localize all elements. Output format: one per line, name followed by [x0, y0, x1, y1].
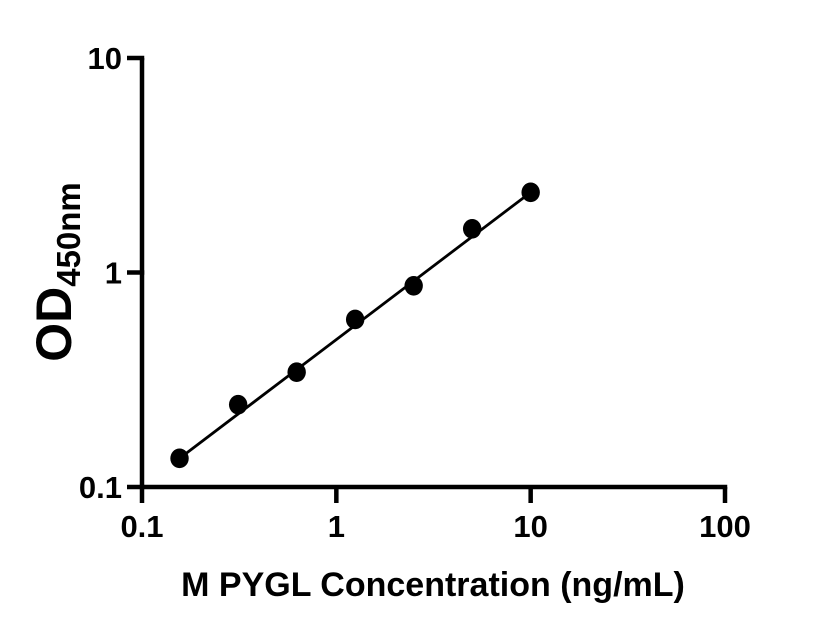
y-axis-title-main: OD: [26, 287, 82, 362]
data-point: [404, 275, 423, 296]
x-tick-label: 100: [699, 509, 751, 544]
plot-layer: 0.1 1 10 100 0.1 1 10: [79, 41, 751, 544]
x-tick-label: 10: [513, 509, 547, 544]
data-point: [170, 448, 189, 469]
x-tick-label: 1: [328, 509, 345, 544]
data-point: [521, 182, 540, 203]
y-axis-title-subscript: 450nm: [50, 182, 87, 287]
data-point: [345, 309, 365, 330]
data-point: [228, 394, 248, 415]
y-tick-label: 1: [105, 256, 122, 291]
data-point: [462, 218, 482, 239]
x-axis-title: M PYGL Concentration (ng/mL): [181, 566, 685, 604]
data-point: [287, 362, 306, 382]
y-tick-label: 10: [88, 41, 122, 76]
y-axis-title: OD450nm: [26, 182, 87, 362]
x-tick-label: 0.1: [120, 509, 163, 544]
y-tick-label: 0.1: [79, 470, 122, 505]
